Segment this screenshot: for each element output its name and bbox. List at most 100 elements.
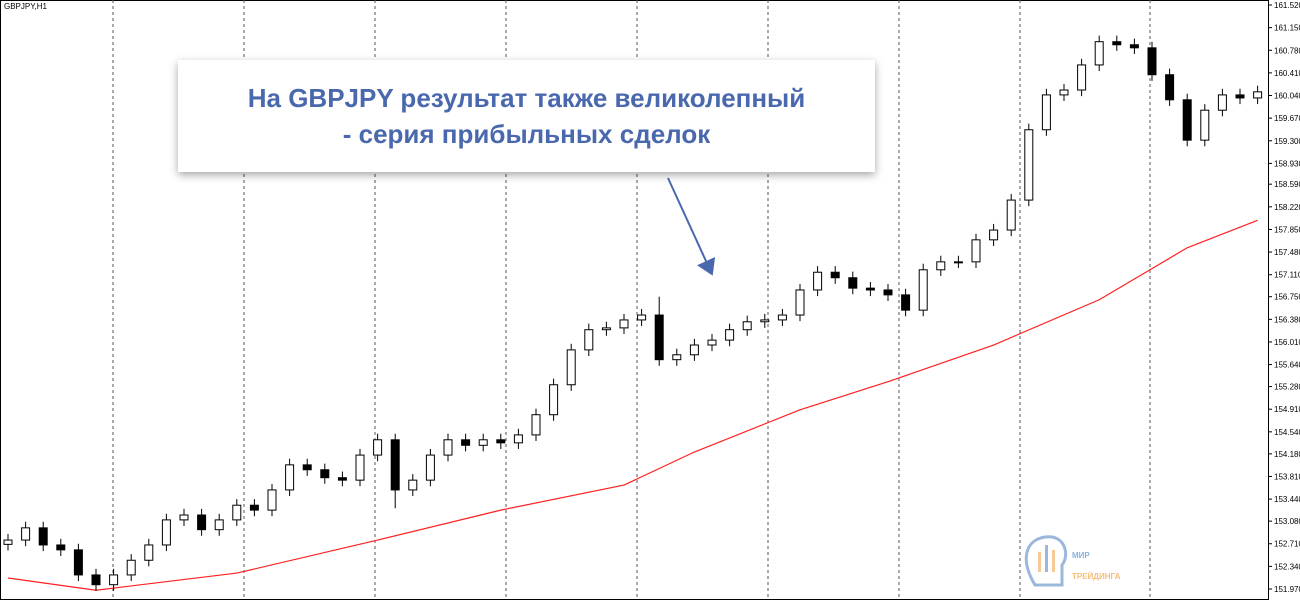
y-tick-label: 155.280: [1274, 383, 1300, 392]
candle-body: [901, 294, 911, 311]
candle-body: [1217, 94, 1227, 111]
candle-body: [777, 314, 787, 321]
y-tick-label: 160.780: [1274, 46, 1300, 55]
candle-body: [337, 477, 347, 481]
candle-body: [549, 384, 559, 416]
candle-body: [1182, 99, 1192, 141]
candle-body: [830, 271, 840, 279]
y-tick-label: 153.810: [1274, 472, 1300, 481]
candle-body: [91, 574, 101, 586]
candle-body: [179, 514, 189, 521]
candle-body: [1165, 74, 1175, 101]
candle-body: [109, 574, 119, 586]
annotation-line: - серия прибыльных сделок: [342, 119, 711, 149]
candle-body: [883, 289, 893, 296]
y-tick-label: 154.180: [1274, 450, 1300, 459]
candle-body: [126, 559, 136, 576]
y-tick-label: 161.520: [1274, 1, 1300, 10]
candle-body: [918, 269, 928, 311]
candle-body: [601, 327, 611, 331]
candle-body: [302, 464, 312, 471]
annotation-line: На GBPJPY результат также великолепный: [247, 83, 806, 113]
y-tick-label: 151.970: [1274, 585, 1300, 594]
candle-body: [425, 454, 435, 481]
y-tick-label: 158.220: [1274, 203, 1300, 212]
candle-body: [619, 319, 629, 329]
candle-body: [1059, 89, 1069, 96]
moving-average: [7, 219, 1258, 591]
day-separators: [112, 0, 1151, 600]
candle-body: [865, 287, 875, 291]
y-tick-label: 156.380: [1274, 315, 1300, 324]
candle-body: [56, 544, 66, 551]
candle-body: [443, 439, 453, 456]
candle-body: [1253, 91, 1263, 99]
candle-body: [1147, 47, 1157, 76]
candle-body: [953, 261, 963, 264]
candle-body: [390, 439, 400, 491]
candle-body: [566, 349, 576, 386]
symbol-label: GBPJPY,H1: [4, 2, 48, 11]
y-tick-label: 152.340: [1274, 562, 1300, 571]
y-tick-label: 157.480: [1274, 248, 1300, 257]
candle-body: [144, 544, 154, 561]
candle-body: [461, 439, 471, 446]
candle-body: [707, 339, 717, 346]
candle-body: [1200, 109, 1210, 141]
y-tick-label: 156.750: [1274, 293, 1300, 302]
y-tick-label: 161.150: [1274, 24, 1300, 33]
y-tick-label: 157.110: [1274, 271, 1300, 280]
y-tick-label: 158.930: [1274, 159, 1300, 168]
candle-body: [320, 469, 330, 479]
candle-body: [355, 454, 365, 481]
candle-body: [1024, 129, 1034, 201]
candle-body: [584, 329, 594, 351]
candle-body: [760, 319, 770, 323]
candle-body: [38, 527, 48, 546]
candle-body: [3, 539, 13, 545]
candle-body: [848, 277, 858, 289]
candle-body: [232, 504, 242, 521]
candle-body: [1006, 199, 1016, 231]
candle-body: [161, 519, 171, 546]
y-tick-label: 157.850: [1274, 225, 1300, 234]
candle-body: [478, 439, 488, 446]
candle-body: [1077, 64, 1087, 91]
candle-body: [1112, 41, 1122, 46]
y-tick-label: 154.910: [1274, 405, 1300, 414]
candle-body: [689, 344, 699, 356]
candle-body: [989, 229, 999, 241]
candle-body: [936, 261, 946, 271]
candle-body: [408, 479, 418, 491]
candle-body: [21, 527, 31, 541]
candle-body: [1235, 94, 1245, 99]
y-tick-label: 160.410: [1274, 69, 1300, 78]
candle-body: [197, 514, 207, 531]
candle-body: [214, 519, 224, 531]
candle-body: [654, 314, 664, 361]
candle-body: [373, 439, 383, 456]
candle-body: [742, 321, 752, 331]
y-tick-label: 156.010: [1274, 338, 1300, 347]
y-tick-label: 154.540: [1274, 428, 1300, 437]
y-tick-label: 155.640: [1274, 361, 1300, 370]
candle-body: [725, 329, 735, 341]
y-tick-label: 159.670: [1274, 114, 1300, 123]
candle-body: [267, 489, 277, 511]
candle-body: [513, 434, 523, 444]
y-tick-label: 153.440: [1274, 495, 1300, 504]
candle-body: [285, 464, 295, 491]
candle-body: [813, 271, 823, 291]
candle-body: [531, 414, 541, 436]
candle-body: [1041, 94, 1051, 131]
y-tick-label: 158.590: [1274, 180, 1300, 189]
candle-body: [496, 439, 506, 444]
candle-body: [637, 314, 647, 321]
candle-body: [1094, 41, 1104, 66]
candle-body: [249, 504, 259, 511]
y-tick-label: 159.300: [1274, 137, 1300, 146]
candle-body: [1129, 44, 1139, 49]
candle-body: [971, 239, 981, 263]
y-tick-label: 160.040: [1274, 92, 1300, 101]
